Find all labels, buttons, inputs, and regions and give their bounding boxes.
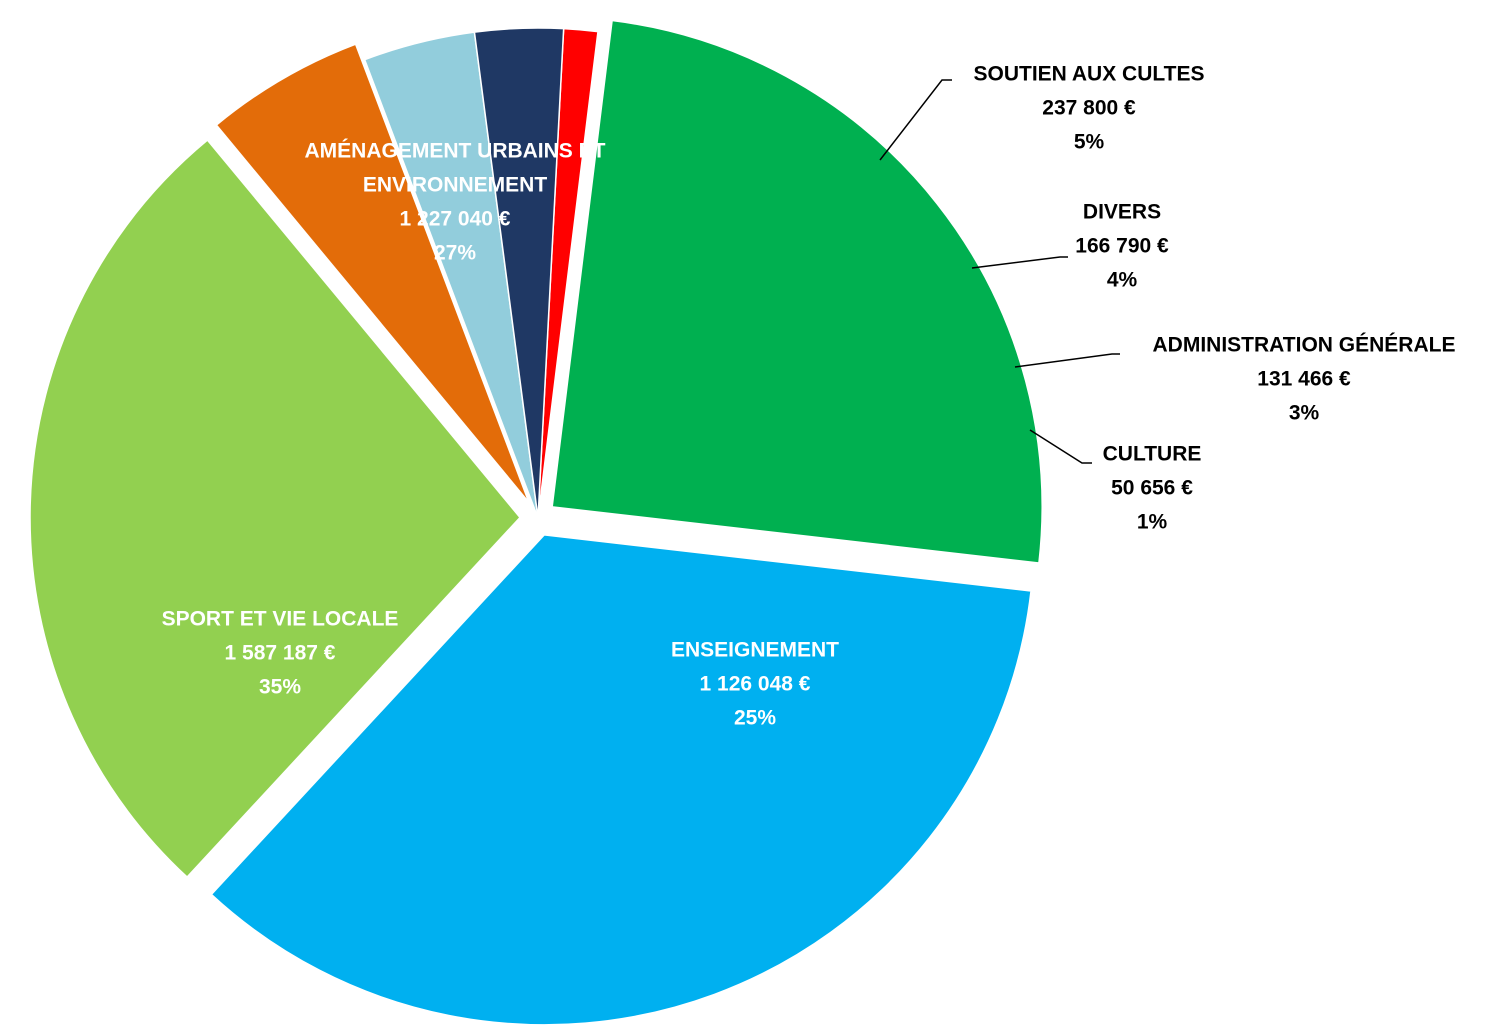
slice-percent-label: 4% — [1107, 269, 1138, 292]
slice-value-label: 131 466 € — [1257, 368, 1351, 391]
slice-percent-label: 27% — [434, 242, 476, 265]
leader-line-culture — [1029, 429, 1092, 464]
slice-value-label: 50 656 € — [1111, 477, 1193, 500]
slice-percent-label: 25% — [734, 707, 776, 730]
data-label-enseignement: ENSEIGNEMENT 1 126 048 € 25% — [671, 639, 839, 730]
data-label-administration-generale: ADMINISTRATION GÉNÉRALE 131 466 € 3% — [1153, 334, 1456, 425]
slice-soutien-aux-cultes — [215, 43, 530, 503]
slice-percent-label: 1% — [1137, 511, 1168, 534]
leader-line-administration-generale — [1014, 353, 1120, 368]
slice-sport-et-vie-locale — [210, 534, 1032, 1026]
slice-name-label: SOUTIEN AUX CULTES — [973, 63, 1204, 86]
slice-name-label: AMÉNAGEMENT URBAINS ET — [304, 140, 605, 163]
slice-name-label: ADMINISTRATION GÉNÉRALE — [1153, 334, 1456, 357]
slice-percent-label: 35% — [259, 676, 301, 699]
slice-administration-generale — [473, 27, 565, 519]
slice-enseignement — [551, 19, 1043, 564]
slice-name-label: CULTURE — [1103, 443, 1202, 466]
slice-labels: CULTURE 50 656 € 1% ENSEIGNEMENT 1 126 048 €… — [162, 63, 1456, 730]
slice-value-label: 1 227 040 € — [400, 208, 511, 231]
slice-value-label: 1 587 187 € — [225, 642, 336, 665]
leader-line-soutien-aux-cultes — [879, 79, 952, 161]
data-label-divers: DIVERS 166 790 € 4% — [1075, 201, 1169, 292]
slice-percent-label: 5% — [1074, 131, 1105, 154]
slice-value-label: 166 790 € — [1075, 235, 1169, 258]
data-label-culture: CULTURE 50 656 € 1% — [1103, 443, 1202, 534]
data-label-soutien-aux-cultes: SOUTIEN AUX CULTES 237 800 € 5% — [973, 63, 1204, 154]
slice-percent-label: 3% — [1289, 402, 1320, 425]
pie-slices — [29, 19, 1043, 1026]
data-label-amenagement-urbains-et-environnement: AMÉNAGEMENT URBAINS ET ENVIRONNEMENT 1 227… — [304, 140, 605, 265]
data-label-sport-et-vie-locale: SPORT ET VIE LOCALE 1 587 187 € 35% — [162, 608, 399, 699]
slice-name-label: ENSEIGNEMENT — [671, 639, 839, 662]
slice-name-label: SPORT ET VIE LOCALE — [162, 608, 399, 631]
slice-name-label: ENVIRONNEMENT — [363, 174, 548, 197]
leader-line-divers — [971, 256, 1068, 269]
slice-value-label: 237 800 € — [1042, 97, 1136, 120]
slice-value-label: 1 126 048 € — [700, 673, 811, 696]
leader-lines — [879, 79, 1120, 464]
slice-name-label: DIVERS — [1083, 201, 1161, 224]
slice-amenagement-urbains-et-environnement — [29, 139, 522, 879]
